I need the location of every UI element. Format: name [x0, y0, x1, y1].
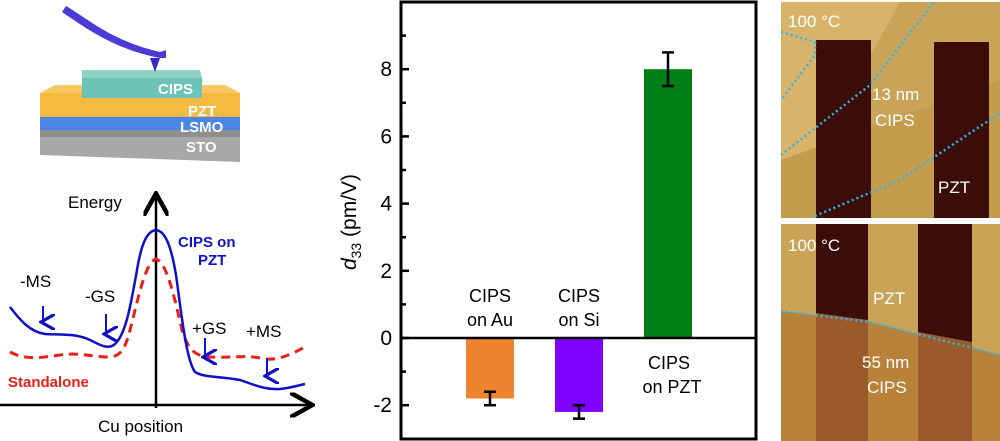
bar-3	[644, 69, 692, 338]
afm-bottom-temperature: 100 °C	[788, 236, 840, 255]
plot-frame	[399, 0, 758, 441]
afm-bottom-pzt: PZT	[873, 289, 905, 308]
standalone-curve	[9, 257, 304, 361]
marker-label-ms-neg: -MS	[20, 272, 51, 291]
pzt-stripe-2	[918, 224, 972, 344]
cips-on-pzt-curve	[9, 228, 306, 391]
layer-label-cips: CIPS	[158, 81, 193, 98]
lsmo-layer	[40, 116, 240, 130]
y-tick-label: 8	[380, 58, 392, 81]
category-label-pzt-line2: on PZT	[642, 377, 701, 397]
afm-image-top: 100 °C 13 nm CIPS PZT	[780, 1, 1000, 218]
layer-label-lsmo: LSMO	[180, 119, 224, 136]
legend-cips-on-pzt-line2: PZT	[198, 252, 226, 269]
afm-image-bottom: 100 °C PZT 55 nm CIPS	[780, 224, 1000, 441]
afm-top-thickness: 13 nm	[872, 85, 919, 104]
sto-layer-top	[40, 128, 240, 137]
y-axis-label-main: d	[338, 257, 361, 270]
afm-schematic: CIPS PZT LSMO STO	[40, 6, 240, 162]
pzt-stripe-1	[816, 40, 871, 218]
legend-standalone: Standalone	[8, 374, 89, 391]
y-tick-label: 2	[380, 260, 392, 283]
afm-bottom-cips: CIPS	[867, 378, 907, 397]
afm-top-temperature: 100 °C	[788, 12, 840, 31]
energy-diagram: -MS -GS +GS +MS Energy Cu position CIPS …	[0, 0, 320, 436]
y-axis-label-sub: 33	[348, 243, 364, 259]
category-label-si-line2: on Si	[558, 310, 599, 330]
legend-cips-on-pzt-line1: CIPS on	[178, 234, 236, 251]
category-label-au-line1: CIPS	[469, 286, 511, 306]
energy-ylabel: Energy	[68, 193, 122, 212]
bar-1	[466, 338, 514, 399]
pzt-stripe-2	[934, 42, 989, 218]
afm-cantilever	[62, 6, 166, 58]
y-axis-label: d33 (pm/V)	[338, 174, 364, 270]
y-tick-label: -2	[373, 394, 392, 417]
y-axis-label-unit: (pm/V)	[338, 174, 361, 243]
layer-label-pzt: PZT	[188, 103, 216, 120]
cips-layer	[82, 78, 202, 98]
sto-layer-side	[40, 137, 240, 162]
afm-top-cips: CIPS	[875, 111, 915, 130]
y-tick-label: 4	[380, 193, 392, 216]
afm-bottom-thickness: 55 nm	[862, 353, 909, 372]
domain-boundary-line	[780, 30, 817, 101]
y-tick-label: 0	[380, 327, 392, 350]
domain-boundary-line	[814, 111, 1000, 218]
category-label-pzt-line1: CIPS	[648, 353, 690, 373]
marker-label-gs-neg: -GS	[85, 287, 115, 306]
layer-label-sto: STO	[186, 139, 217, 156]
energy-xlabel: Cu position	[98, 417, 183, 436]
pzt-stripe-1	[816, 224, 868, 324]
afm-top-pzt: PZT	[938, 178, 970, 197]
y-tick-label: 6	[380, 125, 392, 148]
marker-label-gs-pos: +GS	[192, 319, 227, 338]
marker-label-ms-pos: +MS	[246, 322, 281, 341]
afm-tip	[150, 58, 160, 72]
category-label-au-line2: on Au	[467, 310, 513, 330]
category-label-si-line1: CIPS	[558, 286, 600, 306]
bar-2	[555, 338, 603, 412]
